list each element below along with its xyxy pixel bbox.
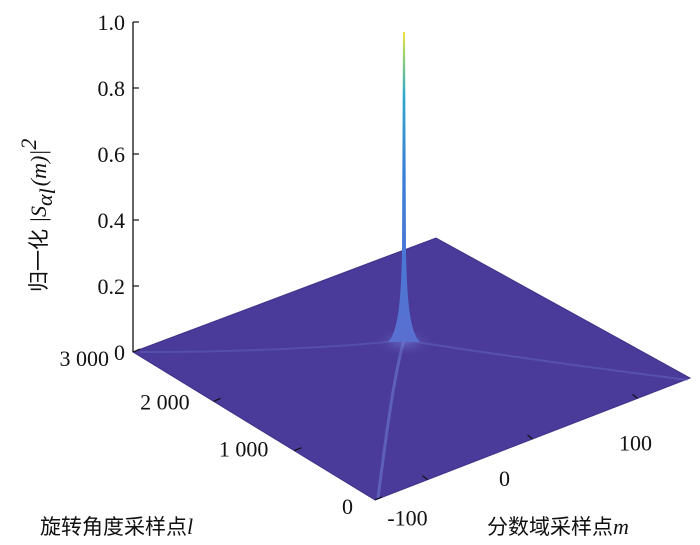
x-label-var: m xyxy=(613,514,629,539)
z-tick-label: 0 xyxy=(114,340,125,365)
y-tick-label: 2 000 xyxy=(140,389,190,414)
z-label-sub: α xyxy=(32,194,57,206)
x-tick-label: -100 xyxy=(387,506,427,531)
y-label-text: 旋转角度采样点 xyxy=(40,515,187,539)
y-label-var: l xyxy=(187,514,193,539)
z-tick-label: 0.2 xyxy=(98,274,126,299)
x-axis-ticks: 100 0 -100 xyxy=(387,393,652,531)
y-tick-mark xyxy=(294,447,302,452)
z-label-text: 归一化 xyxy=(27,229,51,292)
peak-spike xyxy=(388,31,420,343)
y-axis-ticks: 3 000 2 000 1 000 0 xyxy=(60,346,383,519)
x-axis-label: 分数域采样点m xyxy=(487,514,629,539)
x-tick-label: 100 xyxy=(619,430,652,455)
y-axis-label: 旋转角度采样点l xyxy=(40,514,193,539)
x-tick-label: 0 xyxy=(499,466,510,491)
x-tick-mark xyxy=(422,475,428,481)
z-axis-ticks: 1.0 0.8 0.6 0.4 0.2 0 xyxy=(98,10,139,365)
z-tick-label: 0.4 xyxy=(98,208,126,233)
z-label-math: |S xyxy=(26,206,51,223)
y-tick-mark xyxy=(213,397,221,402)
z-axis-label: 归一化 |Sαl(m)|2 xyxy=(16,139,60,292)
peak-body xyxy=(388,31,420,343)
z-label-arg: (m)| xyxy=(26,150,51,187)
x-tick-mark xyxy=(527,434,533,440)
y-tick-label: 1 000 xyxy=(219,437,269,462)
y-tick-mark xyxy=(374,496,383,501)
svg-text:归一化|Sαl(m)|2: 归一化 |Sαl(m)|2 xyxy=(16,139,60,292)
x-tick-mark xyxy=(632,393,638,399)
z-label-subsub: l xyxy=(35,188,60,194)
z-tick-label: 0.8 xyxy=(98,76,126,101)
z-label-sup: 2 xyxy=(16,139,41,150)
y-tick-label: 0 xyxy=(342,494,353,519)
z-tick-label: 1.0 xyxy=(98,10,126,35)
y-tick-label: 3 000 xyxy=(60,346,110,371)
y-tick-mark xyxy=(132,348,141,353)
x-label-text: 分数域采样点 xyxy=(487,515,613,539)
z-tick-label: 0.6 xyxy=(98,142,126,167)
